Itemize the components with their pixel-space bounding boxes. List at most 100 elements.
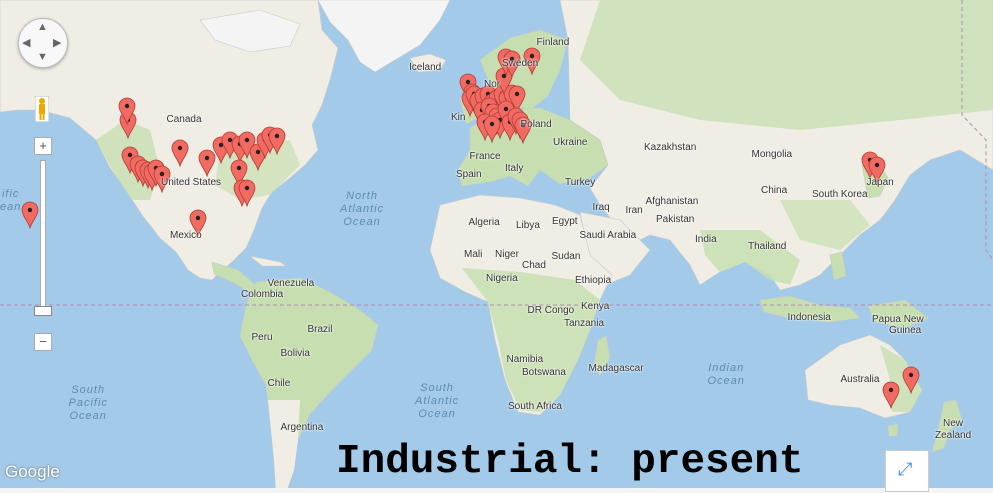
map-marker[interactable]: [198, 149, 216, 178]
place-label: Sudan: [551, 251, 581, 262]
map-marker[interactable]: [268, 127, 286, 156]
map-marker[interactable]: [868, 156, 886, 185]
map-marker-dot: [218, 142, 224, 148]
map-marker-dot: [255, 149, 261, 155]
place-label: Peru: [251, 332, 273, 343]
zoom-in-button[interactable]: +: [34, 137, 52, 155]
fullscreen-button[interactable]: ⤢: [885, 450, 929, 492]
caption-text: Industrial: present: [336, 439, 804, 485]
zoom-slider-track[interactable]: [40, 160, 46, 312]
place-label: Namibia: [506, 354, 544, 365]
pegman-icon[interactable]: [35, 96, 49, 122]
place-label: Ethiopia: [575, 275, 612, 286]
place-label: Spain: [456, 169, 482, 180]
map-marker-dot: [465, 79, 471, 85]
map-marker-dot: [888, 387, 894, 393]
map-marker[interactable]: [514, 116, 532, 145]
place-label: Tanzania: [564, 318, 605, 329]
place-label: Niger: [495, 249, 519, 260]
map-marker[interactable]: [523, 47, 541, 76]
place-label: Kin: [451, 112, 466, 123]
pan-left-icon[interactable]: ◀: [22, 37, 31, 49]
place-label: Brazil: [307, 324, 333, 335]
ocean-label: ific ean: [0, 188, 22, 213]
map-marker[interactable]: [882, 381, 900, 410]
map-marker[interactable]: [118, 97, 136, 126]
map-marker[interactable]: [902, 366, 920, 395]
land-china-green: [780, 200, 870, 250]
place-label: Madagascar: [588, 363, 644, 374]
place-label: United States: [161, 177, 222, 188]
place-label: Thailand: [748, 241, 787, 252]
place-label: Saudi Arabia: [579, 230, 637, 241]
ocean-label: North Atlantic Ocean: [340, 190, 385, 228]
place-label: France: [469, 151, 501, 162]
place-label: Chad: [522, 260, 546, 271]
place-label: South Korea: [812, 189, 868, 200]
land-antarctica: [0, 488, 993, 493]
place-label: Australia: [840, 374, 880, 385]
land-philippines: [829, 251, 847, 281]
place-label: Chile: [267, 378, 291, 389]
place-label: Guinea: [889, 325, 922, 336]
place-label: Venezuela: [267, 278, 315, 289]
map-marker-dot: [908, 372, 914, 378]
land-australia-green: [880, 345, 922, 412]
place-label: Iraq: [592, 202, 610, 213]
map-marker-dot: [529, 53, 535, 59]
map-marker-dot: [177, 145, 183, 151]
map-marker-dot: [244, 185, 250, 191]
map-marker-dot: [236, 165, 242, 171]
map-marker[interactable]: [508, 85, 526, 114]
map-marker-dot: [274, 133, 280, 139]
marker-layer: [21, 47, 920, 410]
map-marker-dot: [501, 73, 507, 79]
map-marker-dot: [874, 162, 880, 168]
map-marker-dot: [227, 137, 233, 143]
pan-down-icon[interactable]: ▼: [37, 51, 48, 63]
land-indonesia: [759, 295, 861, 323]
place-label: Iran: [625, 205, 643, 216]
map-marker-dot: [27, 207, 33, 213]
ocean-label: South Pacific Ocean: [68, 384, 108, 422]
place-label: Kazakhstan: [644, 142, 697, 153]
pan-control[interactable]: ▲ ▼ ◀ ▶: [18, 18, 68, 68]
pan-right-icon[interactable]: ▶: [53, 37, 62, 49]
place-label: Mongolia: [751, 149, 793, 160]
map-marker-dot: [204, 155, 210, 161]
map-marker[interactable]: [189, 209, 207, 238]
place-label: Zealand: [935, 430, 972, 441]
zoom-out-button[interactable]: −: [34, 333, 52, 351]
zoom-slider-thumb[interactable]: [34, 306, 52, 316]
land-iceland: [409, 53, 447, 73]
map-marker-dot: [159, 171, 165, 177]
land-africa-green: [462, 268, 600, 412]
place-label: Turkey: [565, 177, 596, 188]
land-arctic-islands: [199, 9, 301, 53]
place-label: South Africa: [508, 401, 562, 412]
place-label: Japan: [866, 177, 894, 188]
land-new-zealand: [931, 399, 963, 453]
map-marker[interactable]: [153, 165, 171, 194]
place-label: India: [695, 234, 717, 245]
place-label: Bolivia: [280, 348, 310, 359]
place-label: Nigeria: [486, 273, 518, 284]
map-marker-dot: [244, 137, 250, 143]
place-label: DR Congo: [527, 305, 575, 316]
map-marker[interactable]: [171, 139, 189, 168]
map-marker[interactable]: [238, 179, 256, 208]
land-papua: [867, 299, 929, 329]
date-line: [961, 0, 993, 261]
map-marker[interactable]: [483, 115, 501, 144]
place-label: Ukraine: [553, 137, 588, 148]
place-label: Egypt: [552, 216, 578, 227]
map-marker[interactable]: [21, 201, 39, 230]
map-marker[interactable]: [230, 159, 248, 188]
land-madagascar: [593, 335, 611, 377]
map-marker[interactable]: [503, 50, 521, 79]
place-label: Papua New: [872, 314, 924, 325]
place-label: Colombia: [241, 289, 284, 300]
pan-up-icon[interactable]: ▲: [37, 21, 48, 33]
place-label: Canada: [166, 114, 202, 125]
